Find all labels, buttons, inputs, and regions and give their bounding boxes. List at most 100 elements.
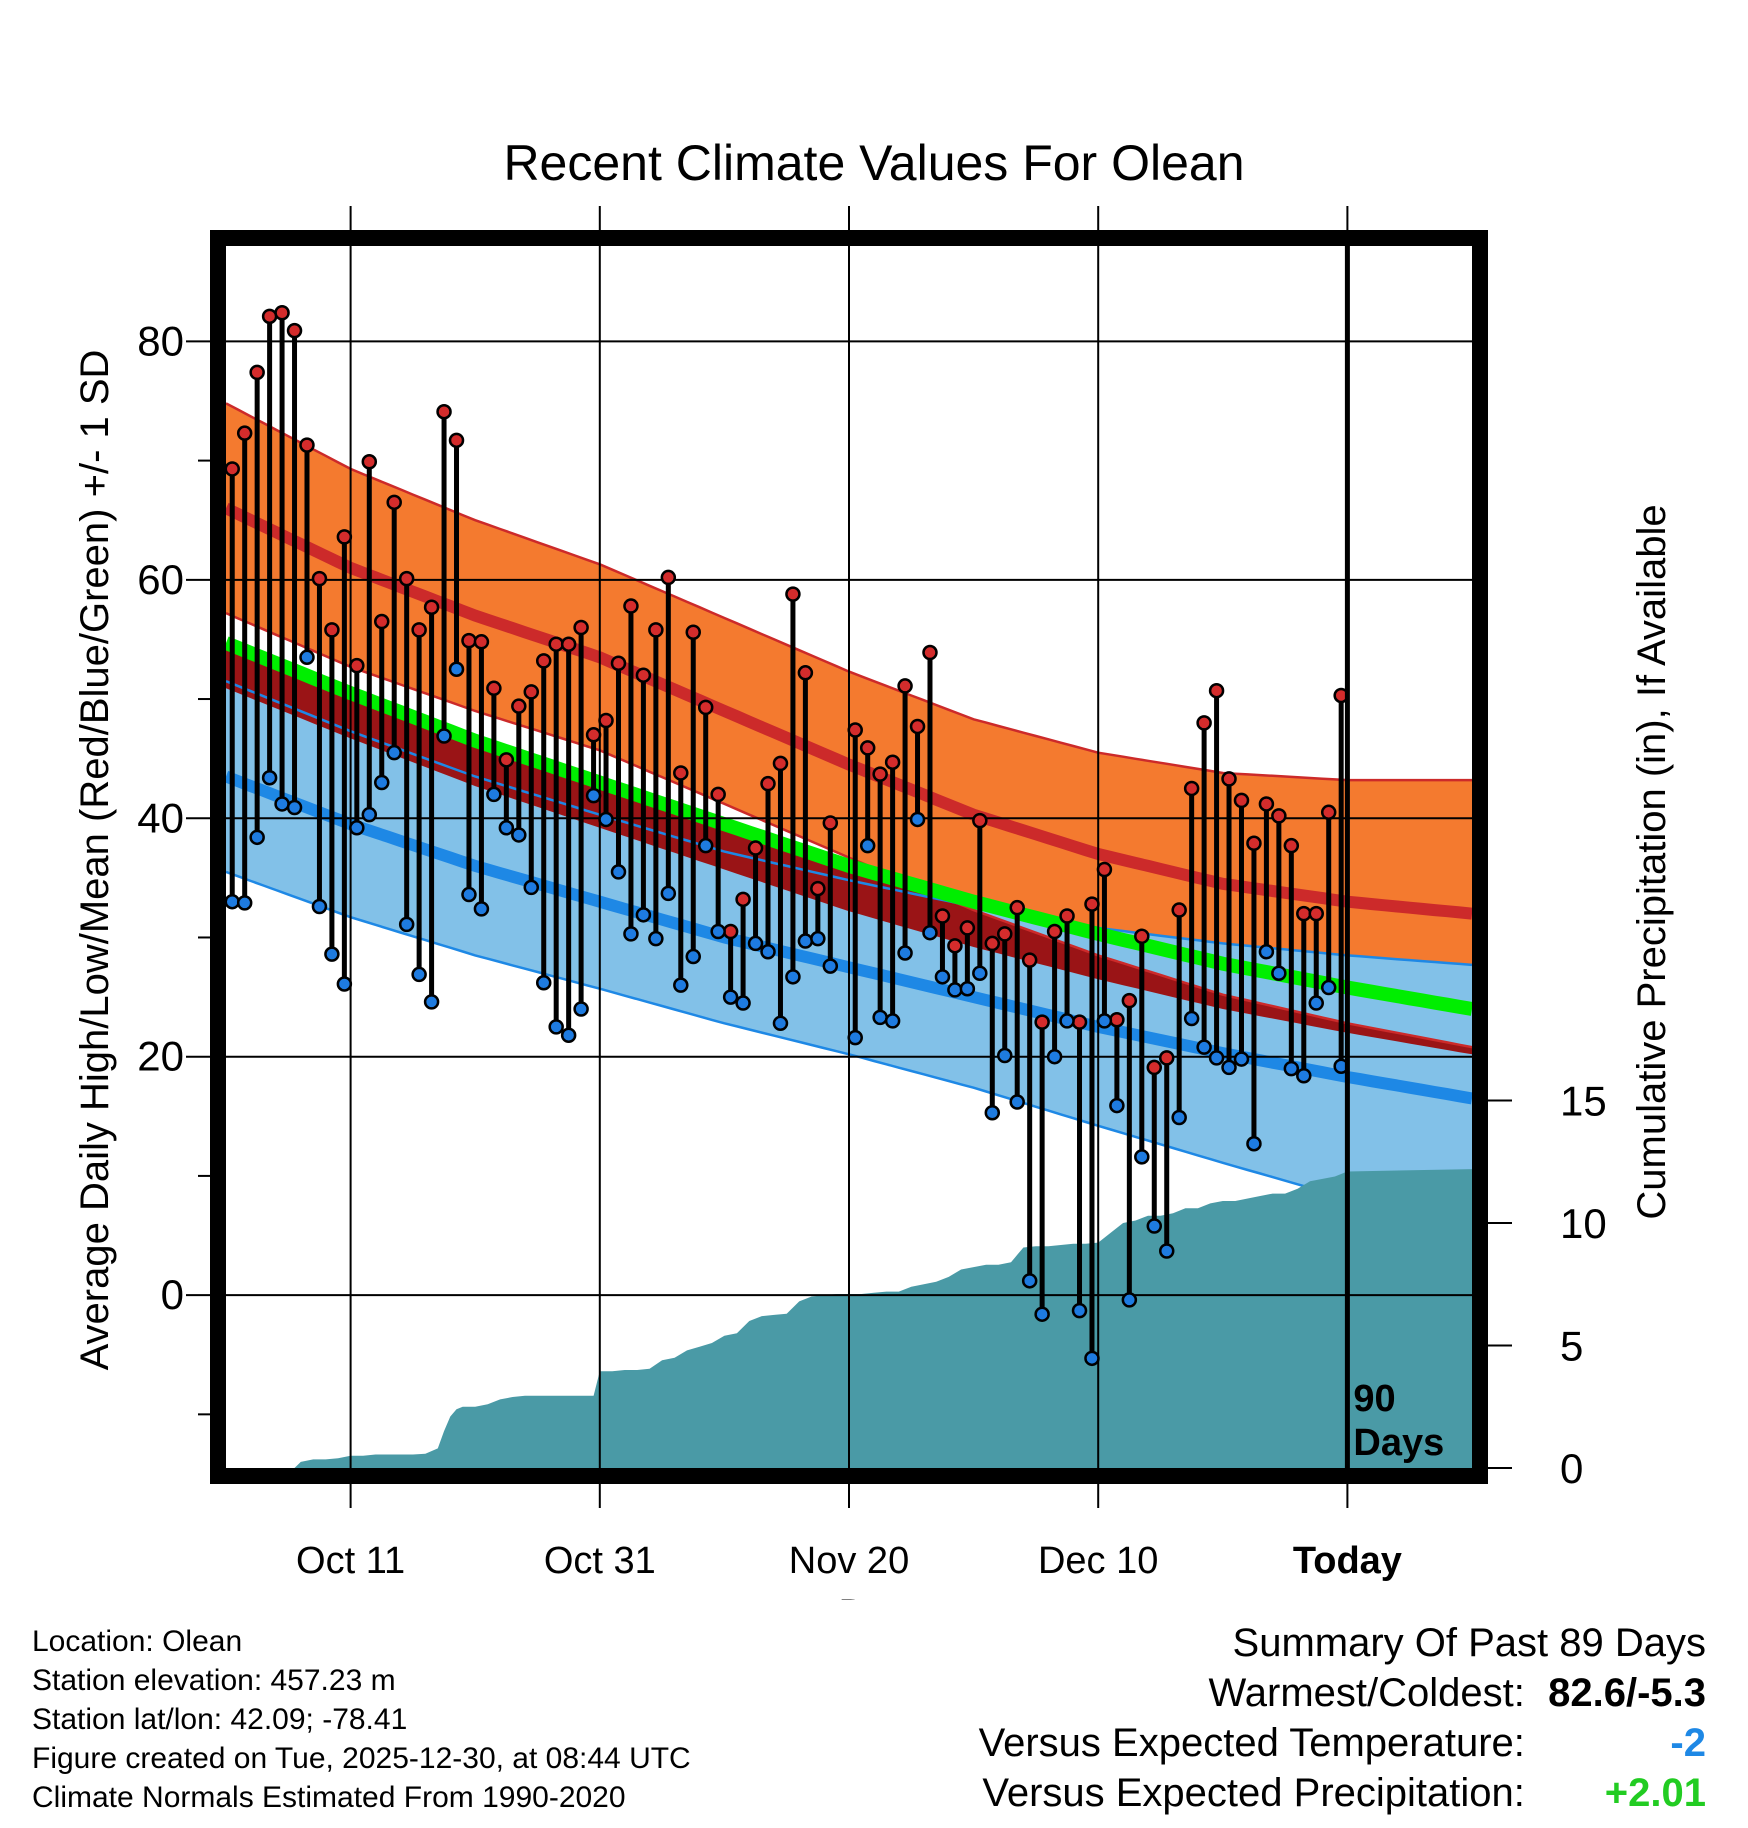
high-point — [461, 632, 477, 649]
high-point — [1146, 1059, 1163, 1076]
low-point — [585, 787, 602, 804]
high-point — [548, 636, 564, 652]
high-point — [810, 880, 826, 897]
low-point — [760, 944, 776, 960]
high-point — [486, 680, 502, 697]
precip-value: +2.01 — [1604, 1771, 1706, 1815]
low-point — [610, 864, 627, 880]
low-point — [560, 1027, 577, 1043]
high-point — [772, 755, 789, 772]
x-axis-label: Day — [838, 1592, 909, 1600]
high-point — [1158, 1050, 1175, 1066]
low-point — [872, 1009, 888, 1026]
low-point — [1034, 1306, 1050, 1322]
low-point — [1134, 1149, 1150, 1165]
low-point — [1021, 1273, 1038, 1289]
low-point — [1171, 1109, 1187, 1126]
low-point — [1183, 1010, 1200, 1027]
high-point — [274, 305, 290, 321]
low-point — [498, 820, 515, 836]
low-point — [772, 1015, 789, 1032]
high-point — [673, 765, 689, 781]
low-point — [1121, 1292, 1138, 1308]
low-point — [423, 994, 440, 1010]
high-point — [1084, 896, 1100, 912]
low-point — [997, 1047, 1013, 1064]
high-point — [685, 624, 701, 641]
low-point — [1071, 1302, 1088, 1319]
high-point — [585, 727, 602, 743]
low-point — [1158, 1243, 1175, 1259]
high-point — [236, 425, 253, 441]
high-point — [1134, 928, 1150, 945]
low-point — [361, 806, 378, 823]
high-point — [623, 598, 639, 614]
high-point — [1109, 1011, 1125, 1028]
high-point — [249, 364, 265, 381]
low-point — [473, 901, 490, 917]
latlon-text: Station lat/lon: 42.09; -78.41 — [32, 1703, 408, 1736]
left-tick-label: 80 — [137, 317, 184, 364]
high-point — [610, 655, 627, 672]
high-point — [511, 698, 527, 714]
today-label-days-word: Days — [1353, 1422, 1444, 1464]
left-tick-label: 0 — [161, 1271, 184, 1318]
low-point — [785, 969, 801, 985]
high-point — [747, 840, 764, 856]
low-point — [934, 969, 951, 985]
temp-label: Versus Expected Temperature: — [978, 1721, 1525, 1765]
low-point — [311, 898, 328, 915]
high-point — [984, 935, 1001, 952]
right-tick-label: 5 — [1560, 1323, 1583, 1370]
high-point — [573, 619, 589, 636]
low-point — [747, 935, 764, 952]
low-point — [461, 886, 477, 903]
bottom-tick-label: Dec 10 — [1038, 1540, 1158, 1582]
high-point — [1271, 808, 1287, 824]
high-point — [972, 812, 988, 829]
low-point — [635, 907, 652, 923]
low-point — [1084, 1350, 1100, 1367]
bottom-tick-label: Today — [1293, 1540, 1402, 1582]
high-point — [1009, 899, 1025, 916]
low-point — [411, 966, 427, 983]
high-point — [1171, 902, 1187, 918]
low-point — [374, 774, 390, 791]
high-point — [299, 437, 315, 453]
high-point — [1208, 682, 1225, 699]
high-point — [797, 665, 814, 681]
low-point — [797, 933, 814, 949]
high-point — [361, 454, 378, 470]
high-point — [884, 754, 901, 770]
location-text: Location: Olean — [32, 1625, 243, 1658]
high-point — [1246, 835, 1262, 852]
low-point — [436, 728, 452, 744]
high-point — [710, 786, 726, 803]
temperature-stems — [226, 305, 1349, 1367]
high-point — [785, 586, 801, 602]
low-point — [349, 820, 365, 836]
low-point — [1208, 1050, 1225, 1066]
high-point — [226, 461, 240, 477]
precip-label: Versus Expected Precipitation: — [982, 1771, 1525, 1815]
low-point — [1258, 944, 1275, 960]
normals-text: Climate Normals Estimated From 1990-2020 — [32, 1781, 626, 1814]
low-point — [897, 945, 913, 961]
high-point — [922, 644, 938, 661]
low-point — [1271, 965, 1287, 981]
high-point — [1196, 715, 1212, 731]
high-point — [847, 722, 863, 738]
high-point — [498, 752, 515, 768]
low-point — [535, 975, 552, 991]
low-point — [261, 769, 278, 786]
low-point — [922, 924, 938, 941]
temp-value: -2 — [1670, 1721, 1706, 1765]
left-tick-label: 40 — [137, 794, 184, 841]
high-point — [1233, 792, 1250, 809]
low-point — [1046, 1048, 1063, 1065]
summary-temp: Versus Expected Temperature: -2 — [979, 1718, 1706, 1768]
bottom-tick-label: Nov 20 — [789, 1540, 909, 1582]
high-point — [1283, 837, 1300, 854]
high-point — [398, 570, 415, 587]
